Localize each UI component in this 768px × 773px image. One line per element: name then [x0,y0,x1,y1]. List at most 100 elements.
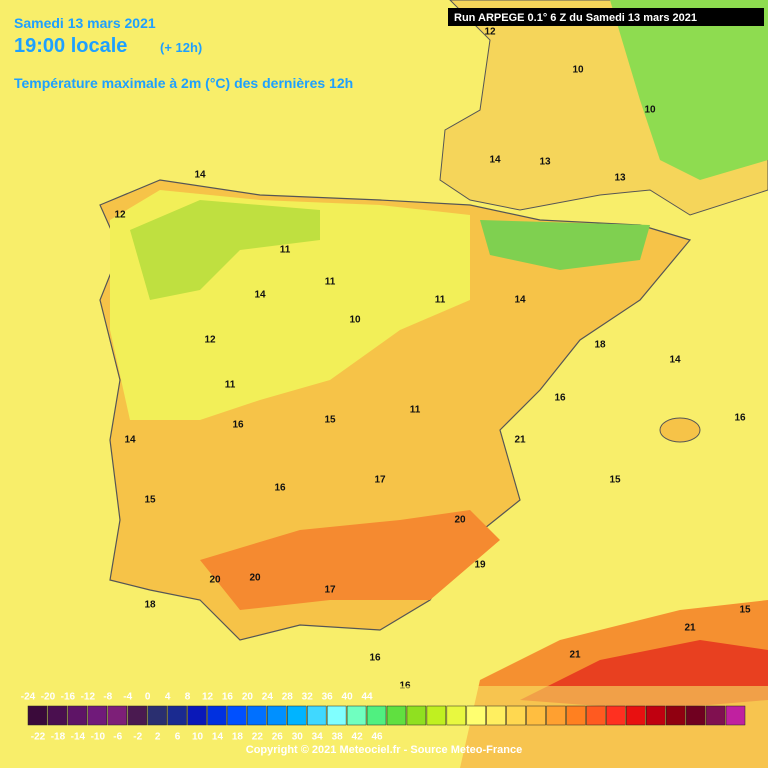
colorbar: -24 -20 -16 -12 -8 -4 0 4 8 12 16 20 24 28 32 36 40 44-22… [21,692,746,743]
alps-green [610,0,768,180]
colorbar-box [47,705,68,726]
colorbar-bottom-tick: -14 [71,732,86,743]
colorbar-top-tick: -8 [103,692,112,703]
map-label: 18 [144,600,156,611]
colorbar-top-tick: 12 [202,692,214,703]
colorbar-bottom-tick: 30 [292,732,304,743]
colorbar-box [506,705,526,726]
map-label: 15 [144,495,156,506]
map-label: 10 [572,65,584,76]
map-label: 17 [324,585,336,596]
colorbar-box [207,705,227,726]
map-label: 17 [374,475,386,486]
map-label: 15 [324,415,336,426]
colorbar-bottom-tick: 26 [272,732,284,743]
copyright: Copyright © 2021 Meteociel.fr - Source M… [246,744,522,756]
colorbar-box [267,705,287,726]
south-warm [200,510,500,610]
colorbar-box [107,705,127,726]
colorbar-box [606,705,626,726]
colorbar-top-tick: 24 [262,692,274,703]
map-label: 14 [489,155,501,166]
map-label: 16 [554,393,566,404]
run-label: Run ARPEGE 0.1° 6 Z du Samedi 13 mars 20… [454,12,697,24]
time: 19:00 locale [14,35,127,57]
map-label: 13 [614,173,626,184]
colorbar-top-tick: 0 [145,692,151,703]
colorbar-top-tick: 32 [302,692,314,703]
colorbar-box [386,705,407,726]
colorbar-bottom-tick: 38 [332,732,344,743]
map-label: 16 [274,483,286,494]
colorbar-bottom-tick: 10 [192,732,204,743]
colorbar-box [626,705,646,726]
colorbar-top-tick: 44 [361,692,373,703]
map-label: 12 [114,210,126,221]
parameter: Température maximale à 2m (°C) des derni… [14,75,353,91]
colorbar-top-tick: -4 [123,692,132,703]
colorbar-bg [0,686,768,768]
colorbar-box [526,705,546,726]
colorbar-top-tick: -20 [41,692,56,703]
colorbar-box [127,705,147,726]
map-label: 11 [435,295,446,306]
colorbar-box [346,705,367,726]
colorbar-box [486,705,506,726]
colorbar-box [725,705,746,726]
run-box [448,8,764,26]
colorbar-top-tick: 16 [222,692,234,703]
colorbar-box [446,705,467,726]
map-label: 21 [514,435,526,446]
colorbar-bottom-tick: 6 [175,732,181,743]
colorbar-bottom-tick: 46 [371,732,383,743]
map-label: 12 [484,27,496,38]
colorbar-top-tick: 36 [322,692,334,703]
map-label: 11 [280,245,291,256]
colorbar-box [306,705,327,726]
colorbar-box [685,705,706,726]
colorbar-bottom-tick: -18 [51,732,66,743]
map-label: 15 [609,475,621,486]
colorbar-top-tick: 8 [185,692,191,703]
map-label: 10 [349,315,361,326]
colorbar-top-tick: -12 [81,692,96,703]
colorbar-top-tick: 4 [165,692,171,703]
map-label: 10 [644,105,656,116]
colorbar-bottom-tick: -6 [113,732,122,743]
colorbar-box [546,705,566,726]
colorbar-box [586,705,606,726]
colorbar-bottom-tick: -2 [133,732,142,743]
map-label: 15 [739,605,751,616]
colorbar-box [326,705,347,726]
map-label: 21 [569,650,581,661]
map-labels: 12 10 10 14 13 13 14 12 11 11 14 10 11 14 12 11 18 14 14 16… [114,27,751,692]
colorbar-bottom-tick: -22 [31,732,46,743]
date: Samedi 13 mars 2021 [14,15,156,31]
map-label: 18 [594,340,606,351]
map-label: 14 [514,295,526,306]
mallorca [659,417,701,443]
colorbar-bottom-tick: 42 [352,732,364,743]
colorbar-box [287,705,307,726]
map-label: 14 [669,355,681,366]
colorbar-box [87,705,108,726]
colorbar-top-tick: 28 [282,692,294,703]
map-label: 14 [254,290,266,301]
colorbar-box [366,705,387,726]
colorbar-box [167,705,187,726]
colorbar-box [646,705,666,726]
colorbar-bottom-tick: 34 [312,732,324,743]
colorbar-box [27,705,48,726]
colorbar-box [466,705,486,726]
colorbar-box [187,705,207,726]
colorbar-top-tick: 20 [242,692,254,703]
colorbar-top-tick: -16 [61,692,76,703]
colorbar-box [227,705,247,726]
colorbar-bottom-tick: 14 [212,732,224,743]
colorbar-bottom-tick: 22 [252,732,264,743]
colorbar-box [705,705,726,726]
north-green [130,200,320,300]
colorbar-top-tick: -24 [21,692,36,703]
map-label: 20 [209,575,221,586]
